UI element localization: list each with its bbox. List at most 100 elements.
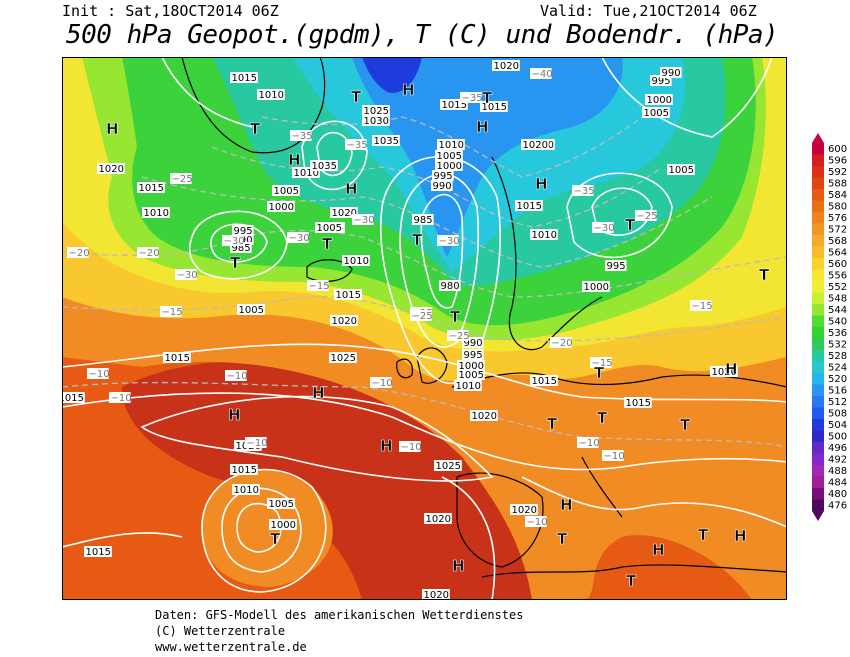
low-pressure-label: T: [230, 254, 241, 272]
temperature-label: −10: [87, 368, 110, 380]
pressure-label-text: 990: [464, 338, 483, 349]
pressure-label-text: 1010: [259, 90, 284, 101]
temperature-label: −10: [399, 441, 422, 453]
scale-label: 484: [828, 477, 847, 488]
pressure-label: 985: [230, 242, 252, 254]
low-pressure-label: T: [450, 308, 461, 326]
pressure-label: 990: [660, 67, 682, 79]
pressure-label-text: 1020: [494, 61, 519, 72]
pressure-label: 1010: [232, 484, 260, 496]
pressure-label: 995: [462, 349, 484, 361]
high-pressure-label: H: [652, 541, 665, 559]
temperature-label-text: −30: [224, 236, 245, 247]
scale-cell: [812, 292, 824, 305]
pressure-label: 995: [232, 225, 254, 237]
isobar-2: [62, 392, 787, 471]
pressure-label: 1005: [267, 498, 295, 510]
temperature-label: −35: [290, 130, 313, 142]
isotherm-neg15: [62, 295, 787, 342]
isobar-east-low2: [566, 172, 673, 259]
temperature-label: −15: [690, 300, 713, 312]
scale-cell: [812, 281, 824, 293]
pressure-label: 1015: [624, 397, 652, 409]
pressure-label-text: 1020: [332, 208, 357, 219]
scale-cell: [812, 419, 824, 431]
init-time: Init : Sat,18OCT2014 06Z: [62, 2, 279, 20]
temperature-label-text: −30: [594, 223, 615, 234]
isobar-low-north1: [420, 193, 464, 309]
pressure-label-text: 1015: [62, 393, 84, 404]
isobar-east-low: [591, 187, 653, 236]
temperature-label: −10: [370, 377, 393, 389]
pressure-label: 1000: [435, 160, 463, 172]
temperature-label-text: −10: [247, 438, 268, 449]
scale-bottom-arrow: [812, 511, 824, 521]
pressure-label: 1015: [230, 72, 258, 84]
pressure-label: 1010: [342, 255, 370, 267]
scale-label: 520: [828, 374, 847, 385]
high-pressure-label: H: [725, 360, 738, 378]
pressure-label: 1000: [582, 281, 610, 293]
pressure-label-text: 1000: [269, 202, 294, 213]
temperature-label-text: −15: [592, 358, 613, 369]
scale-label: 512: [828, 397, 847, 408]
temperature-label: −25: [635, 210, 658, 222]
pressure-label: 1035: [372, 135, 400, 147]
scale-label: 544: [828, 305, 847, 316]
high-pressure-label: H: [560, 496, 573, 514]
pressure-label-text: 1020: [523, 140, 548, 151]
pressure-label-text: 985: [232, 243, 251, 254]
isobar-ne: [601, 57, 773, 138]
pressure-label: 1015: [480, 101, 508, 113]
pressure-label-text: 1015: [626, 398, 651, 409]
temperature-label-text: −15: [309, 281, 330, 292]
temperature-label-text: −30: [289, 233, 310, 244]
scale-label: 568: [828, 236, 847, 247]
pressure-label: 1005: [642, 107, 670, 119]
high-pressure-label: H: [228, 406, 241, 424]
scale-cell: [812, 465, 824, 477]
temperature-label: −10: [109, 392, 132, 404]
pressure-label-text: 980: [441, 281, 460, 292]
pressure-label-text: 990: [433, 181, 452, 192]
chart-title: 500 hPa Geopot.(gpdm), T (C) und Bodendr…: [66, 20, 779, 50]
pressure-label: 1000: [645, 94, 673, 106]
pressure-label: 1005: [272, 185, 300, 197]
scale-label: 480: [828, 489, 847, 500]
temperature-label-text: −40: [532, 69, 553, 80]
temperature-label: −35: [345, 139, 368, 151]
temperature-label: −25: [410, 310, 433, 322]
temperature-label-text: −10: [89, 369, 110, 380]
scale-label: 564: [828, 247, 847, 258]
temperature-label: −20: [137, 247, 160, 259]
scale-cell: [812, 200, 824, 213]
pressure-label: 1020: [521, 139, 549, 151]
footer-website: www.wetterzentrale.de: [155, 640, 307, 654]
scale-cell: [812, 258, 824, 270]
scale-top-arrow: [812, 133, 824, 143]
high-pressure-label: H: [734, 527, 747, 545]
pressure-label-text: 1010: [456, 381, 481, 392]
pressure-label-text: 1005: [274, 186, 299, 197]
pressure-label-text: 1010: [439, 140, 464, 151]
pressure-label: 1010: [292, 167, 320, 179]
ireland-coast: [396, 358, 413, 379]
footer-data-source: Daten: GFS-Modell des amerikanischen Wet…: [155, 608, 524, 622]
scale-cell: [812, 315, 824, 328]
scale-cell: [812, 223, 824, 236]
pressure-label: 990: [462, 337, 484, 349]
pressure-label: 1005: [237, 304, 265, 316]
pressure-label-text: 1015: [232, 73, 257, 84]
isobar-low-west: [210, 223, 268, 263]
scale-cell: [812, 384, 824, 397]
temperature-label: −10: [225, 370, 248, 382]
color-scale-cells: [812, 143, 824, 512]
isobar-sw-edge: [62, 532, 183, 548]
low-pressure-label: T: [547, 415, 558, 433]
scale-label: 500: [828, 431, 847, 442]
scale-label: 592: [828, 167, 847, 178]
color-scale: 6005965925885845805765725685645605565525…: [812, 133, 847, 521]
pressure-label: 1015: [84, 546, 112, 558]
pressure-label-text: 1015: [517, 201, 542, 212]
